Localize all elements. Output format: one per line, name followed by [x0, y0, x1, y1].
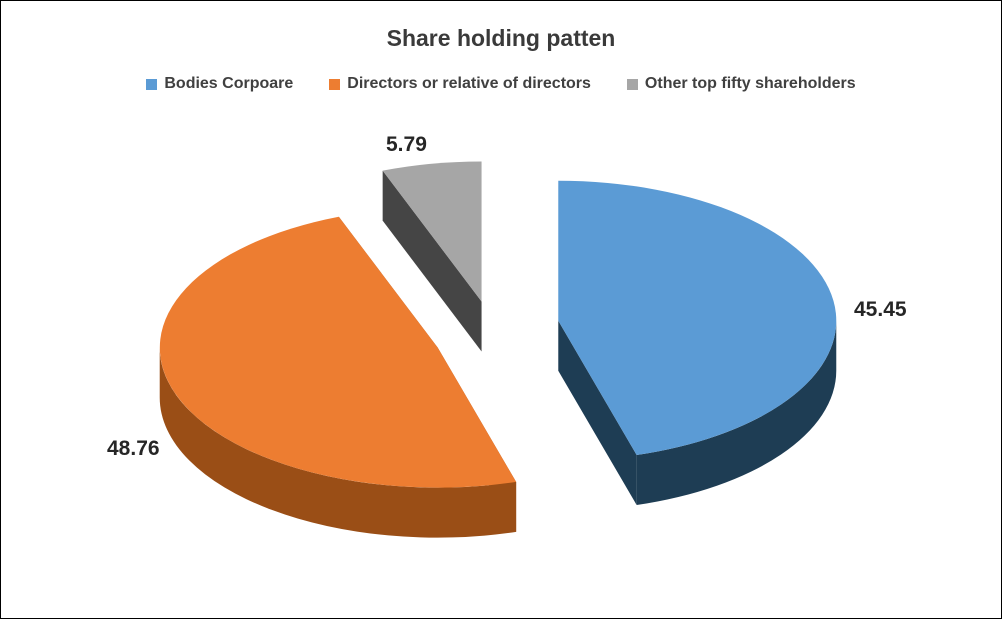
pie-slice-top-1	[159, 216, 517, 488]
pie-slice-top-2	[382, 161, 482, 302]
data-label-bodies-corporate: 45.45	[854, 298, 907, 321]
legend-swatch-orange-icon	[329, 78, 341, 90]
pie-slice-cut-face	[382, 170, 482, 352]
pie-slice-cut-face	[558, 320, 637, 506]
legend-item-directors: Directors or relative of directors	[329, 75, 591, 93]
legend-swatch-blue-icon	[146, 78, 158, 90]
pie-slice-top-0	[558, 180, 837, 456]
legend-item-bodies-corporate: Bodies Corpoare	[146, 75, 293, 93]
legend-label: Other top fifty shareholders	[644, 75, 856, 92]
legend-label: Bodies Corpoare	[164, 75, 294, 92]
legend-item-other-shareholders: Other top fifty shareholders	[626, 75, 856, 93]
legend-label: Directors or relative of directors	[347, 75, 591, 92]
pie-slice-rim	[636, 320, 837, 506]
data-label-directors: 48.76	[107, 437, 160, 460]
legend-swatch-gray-icon	[626, 78, 638, 90]
chart-title: Share holding patten	[386, 25, 616, 51]
pie-slice-rim	[159, 347, 517, 538]
data-label-other-shareholders: 5.79	[386, 133, 427, 156]
chart-legend: Bodies Corpoare Directors or relative of…	[1, 75, 1001, 93]
